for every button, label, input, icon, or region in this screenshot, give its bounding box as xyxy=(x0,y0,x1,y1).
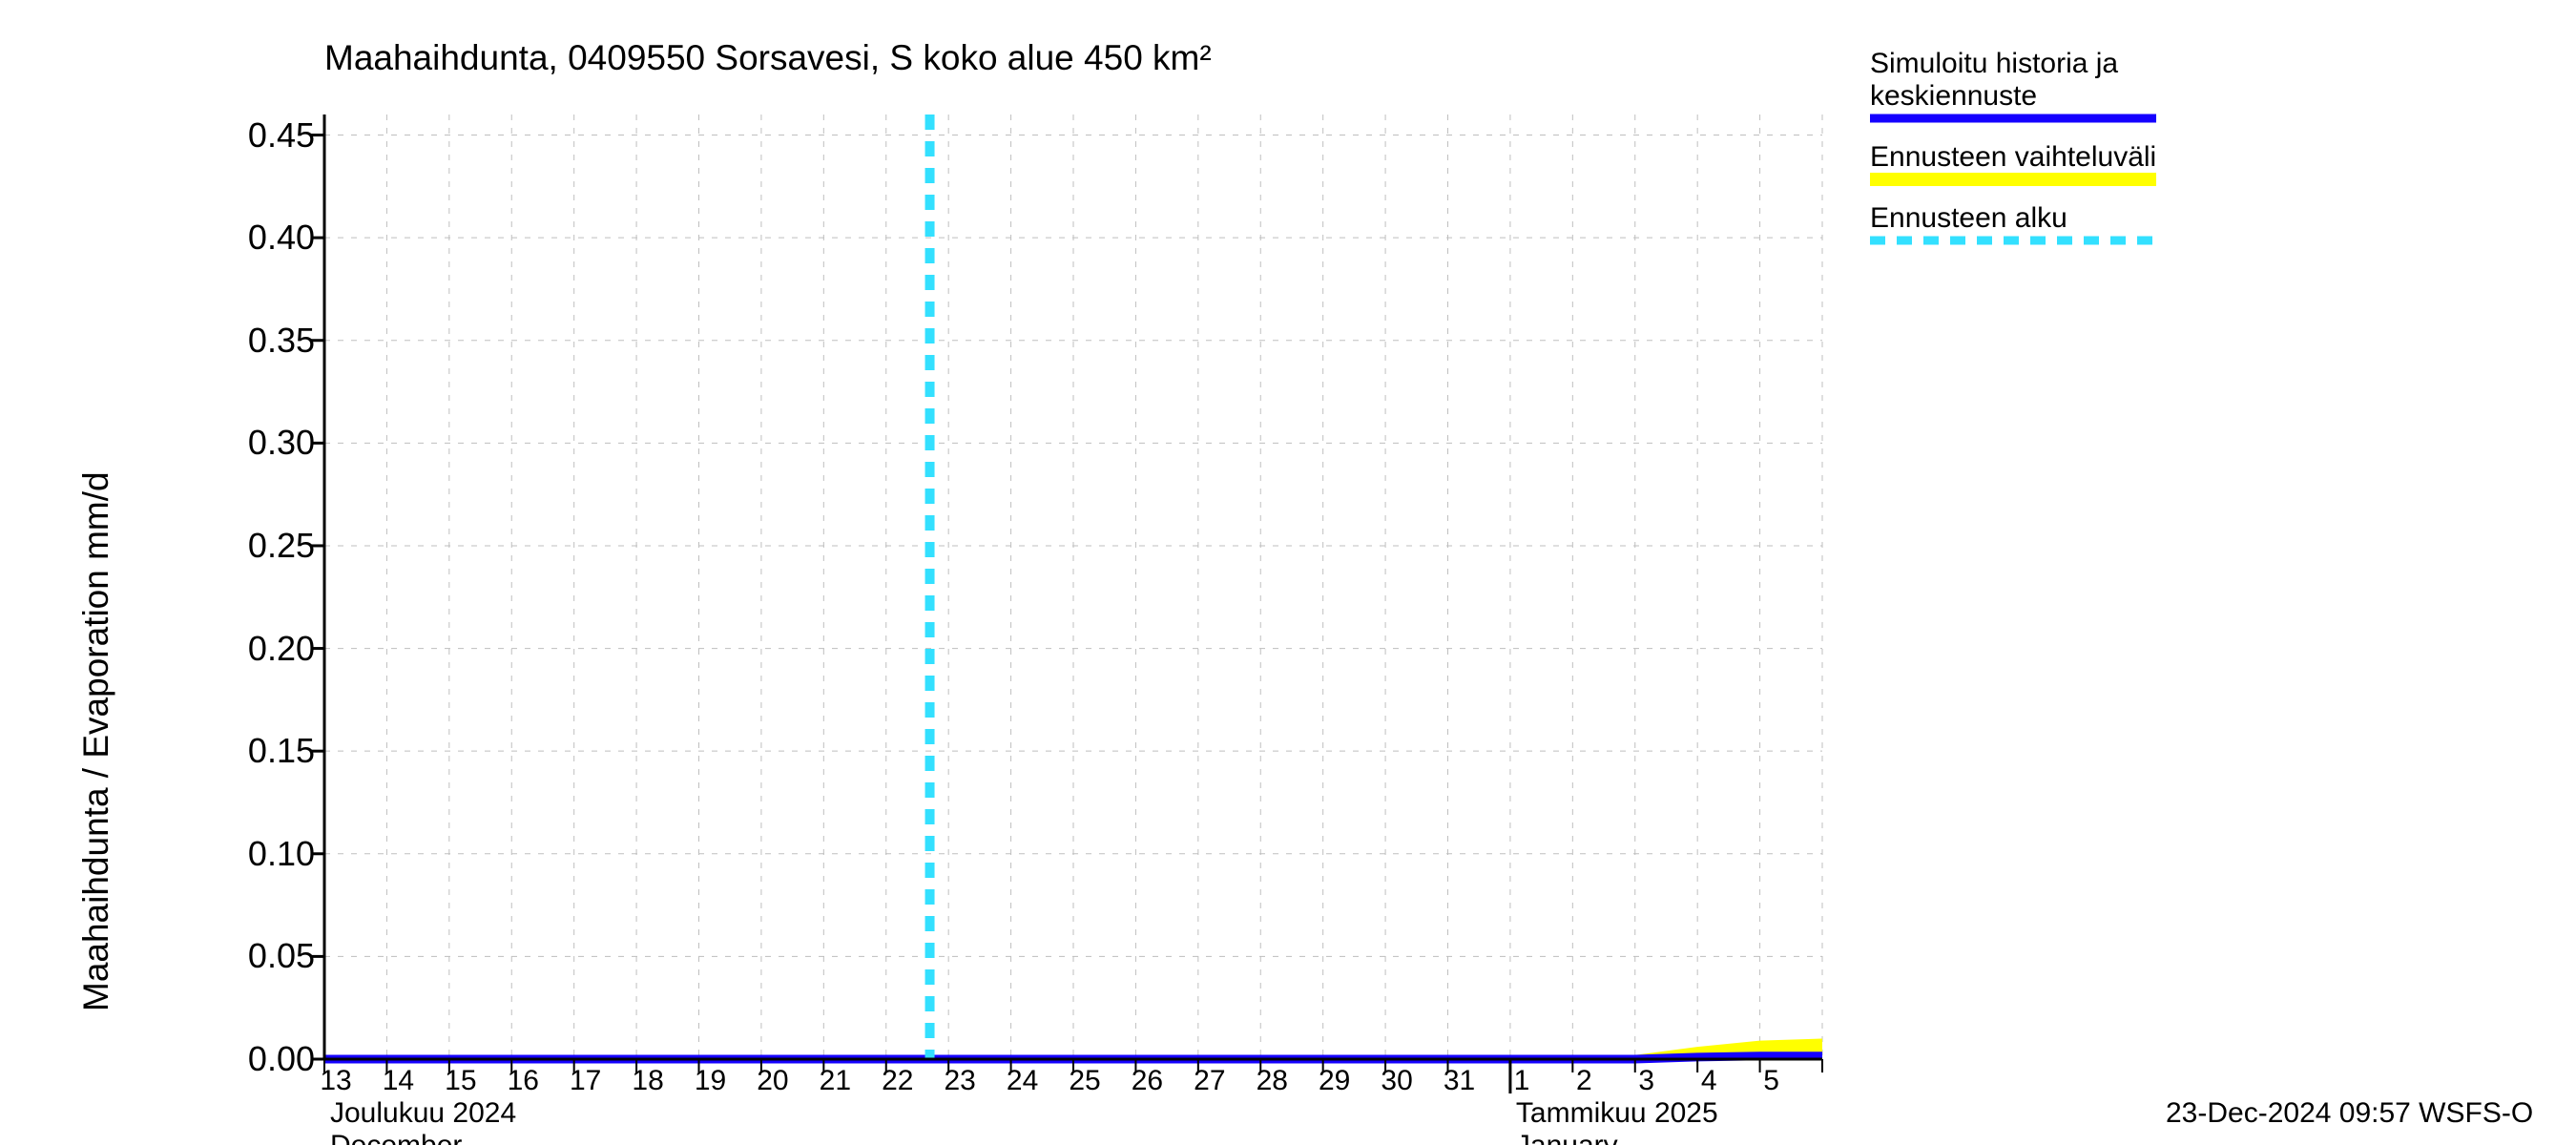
y-tick-label: 0.10 xyxy=(248,834,315,874)
x-tick-label: 13 xyxy=(320,1065,351,1097)
x-tick-label: 14 xyxy=(383,1065,414,1097)
x-tick-label: 28 xyxy=(1257,1065,1288,1097)
x-tick-label: 22 xyxy=(882,1065,913,1097)
legend-swatch xyxy=(1870,170,2156,189)
y-tick-label: 0.25 xyxy=(248,526,315,566)
y-tick-label: 0.15 xyxy=(248,731,315,771)
x-tick-label: 30 xyxy=(1381,1065,1412,1097)
x-tick-label: 17 xyxy=(570,1065,601,1097)
x-tick-label: 15 xyxy=(445,1065,476,1097)
month-label-jan-en: January xyxy=(1516,1130,1618,1145)
month-label-jan-fi: Tammikuu 2025 xyxy=(1516,1097,1718,1130)
y-tick-label: 0.20 xyxy=(248,629,315,669)
x-tick-label: 29 xyxy=(1319,1065,1350,1097)
legend-text: keskiennuste xyxy=(1870,80,2037,113)
y-tick-label: 0.45 xyxy=(248,115,315,156)
month-label-dec-fi: Joulukuu 2024 xyxy=(330,1097,516,1130)
x-tick-label: 4 xyxy=(1701,1065,1717,1097)
x-tick-label: 2 xyxy=(1576,1065,1592,1097)
legend-text: Ennusteen vaihteluväli xyxy=(1870,141,2156,174)
legend-swatch xyxy=(1870,109,2156,128)
x-tick-label: 31 xyxy=(1444,1065,1475,1097)
x-tick-label: 27 xyxy=(1194,1065,1225,1097)
x-tick-label: 16 xyxy=(508,1065,539,1097)
chart-container: Maahaihdunta, 0409550 Sorsavesi, S koko … xyxy=(0,0,2576,1145)
legend-text: Simuloitu historia ja xyxy=(1870,48,2118,80)
legend-text: Ennusteen alku xyxy=(1870,202,2067,235)
footer-timestamp: 23-Dec-2024 09:57 WSFS-O xyxy=(2166,1097,2533,1130)
x-tick-label: 1 xyxy=(1514,1065,1530,1097)
legend-swatch xyxy=(1870,231,2156,250)
chart-title: Maahaihdunta, 0409550 Sorsavesi, S koko … xyxy=(324,38,1212,78)
x-tick-label: 5 xyxy=(1763,1065,1779,1097)
y-tick-label: 0.40 xyxy=(248,218,315,258)
x-tick-label: 25 xyxy=(1069,1065,1100,1097)
x-tick-label: 18 xyxy=(632,1065,663,1097)
x-tick-label: 24 xyxy=(1007,1065,1038,1097)
x-tick-label: 21 xyxy=(820,1065,851,1097)
y-tick-label: 0.30 xyxy=(248,423,315,463)
x-tick-label: 26 xyxy=(1132,1065,1163,1097)
y-axis-label: Maahaihdunta / Evaporation mm/d xyxy=(76,471,116,1011)
x-tick-label: 20 xyxy=(757,1065,788,1097)
month-label-dec-en: December xyxy=(330,1130,462,1145)
x-tick-label: 3 xyxy=(1638,1065,1654,1097)
y-tick-label: 0.05 xyxy=(248,936,315,976)
y-tick-label: 0.00 xyxy=(248,1039,315,1079)
chart-svg xyxy=(0,0,2576,1145)
y-tick-label: 0.35 xyxy=(248,321,315,361)
x-tick-label: 23 xyxy=(944,1065,975,1097)
x-tick-label: 19 xyxy=(695,1065,726,1097)
